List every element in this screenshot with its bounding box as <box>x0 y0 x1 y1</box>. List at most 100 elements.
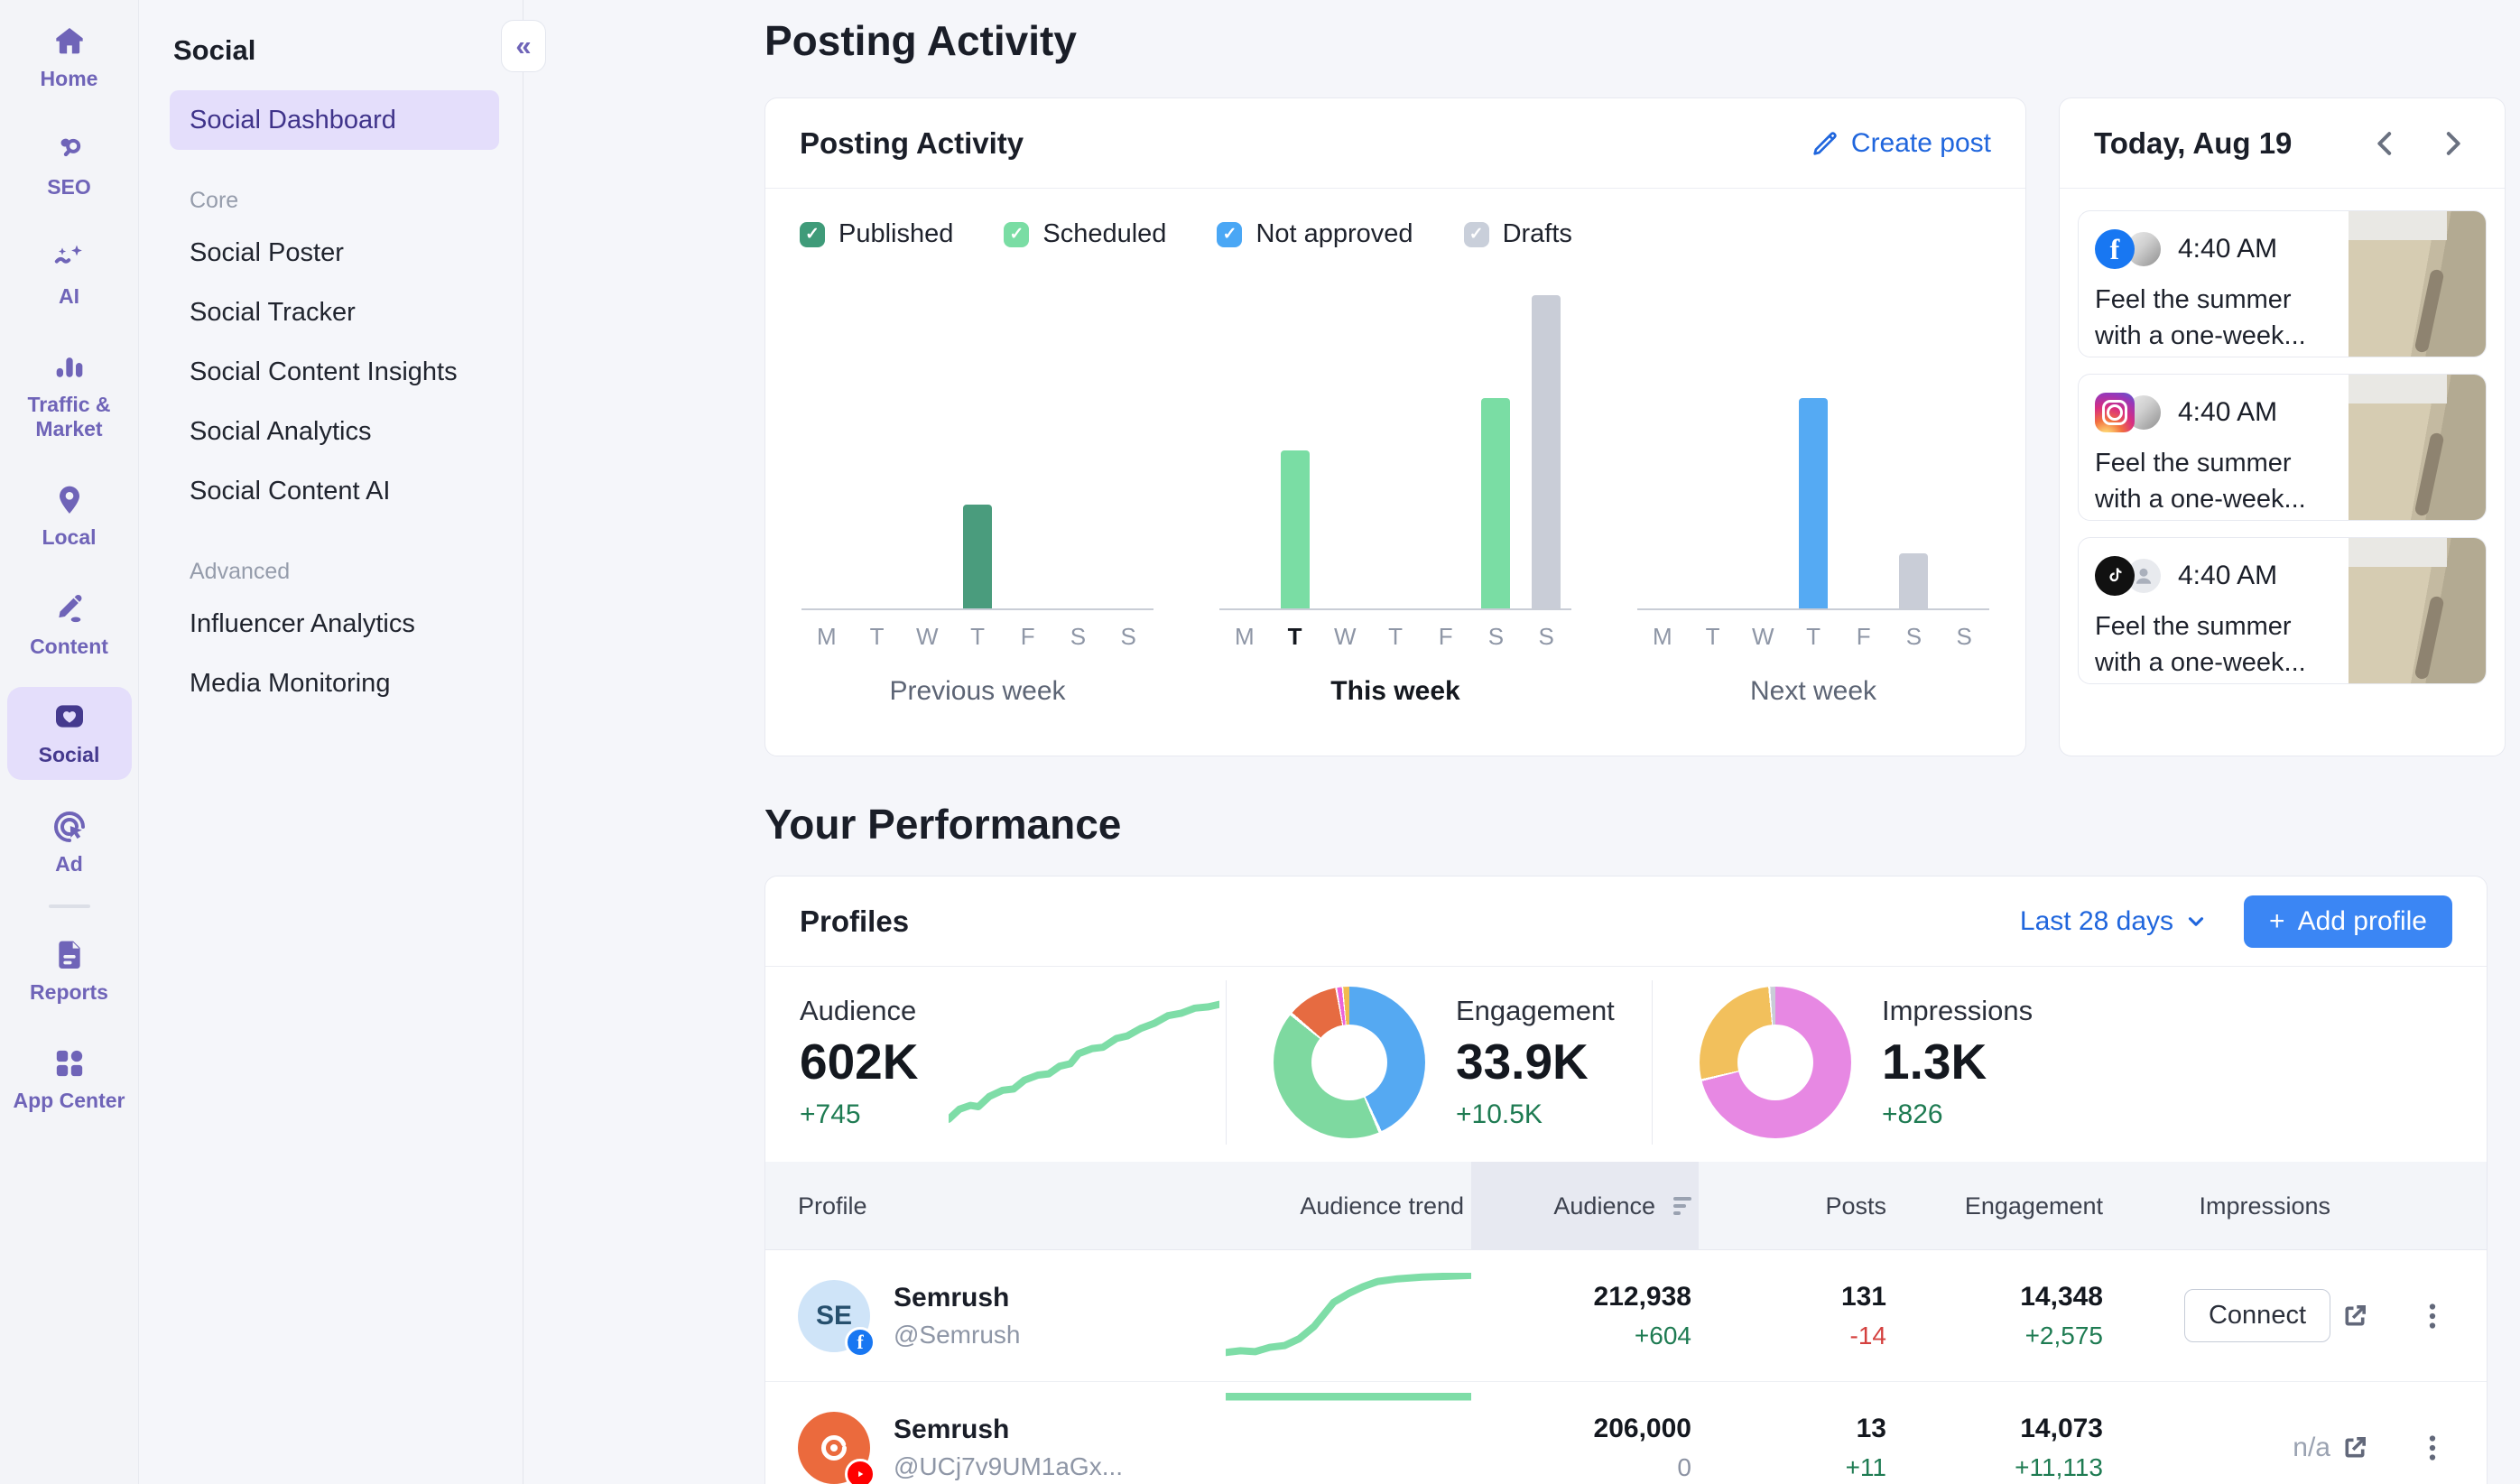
sidebar-section-advanced: Advanced <box>190 559 291 584</box>
sidebar-item-media-monitoring[interactable]: Media Monitoring <box>190 668 391 698</box>
chevron-right-icon <box>2446 131 2460 155</box>
rail-item-label: AI <box>59 283 79 308</box>
tiktok-icon <box>2095 556 2135 596</box>
filter-not-approved[interactable]: ✓ Not approved <box>1217 219 1413 249</box>
audience-trend-cell <box>1200 1273 1471 1359</box>
home-icon <box>55 28 83 54</box>
performance-stats: Audience 602K +745 Engagement 33.9K +10.… <box>765 967 2487 1158</box>
profile-cell[interactable]: SE f Semrush @Semrush <box>798 1279 1200 1358</box>
sidebar-item-social-tracker[interactable]: Social Tracker <box>190 297 356 327</box>
drafts-checkbox[interactable]: ✓ <box>1463 221 1489 247</box>
row-actions <box>2338 1432 2454 1464</box>
post-thumbnail <box>2349 538 2486 683</box>
sidebar-collapse-button[interactable]: « <box>501 20 546 72</box>
rail-item-label: App Center <box>13 1089 125 1113</box>
engagement-label: Engagement <box>1456 995 1615 1026</box>
engagement-delta: +10.5K <box>1456 1099 1543 1129</box>
column-header-engagement[interactable]: Engagement <box>1964 1192 2103 1220</box>
filter-scheduled[interactable]: ✓ Scheduled <box>1004 219 1166 249</box>
column-header-audience-trend[interactable]: Audience trend <box>1300 1192 1464 1220</box>
rail-item-home[interactable]: Home <box>7 23 132 90</box>
impressions-delta: +826 <box>1882 1099 1943 1129</box>
post-card-instagram[interactable]: 4:40 AM Feel the summer with a one-week.… <box>2078 374 2487 521</box>
post-time: 4:40 AM <box>2178 397 2278 427</box>
rail-item-ai[interactable]: AI <box>7 241 132 308</box>
rail-item-social[interactable]: Social <box>6 687 132 780</box>
post-text: Feel the summer with a one-week... <box>2095 285 2306 351</box>
facebook-badge-icon: f <box>845 1326 876 1358</box>
avatar <box>798 1411 876 1484</box>
sidebar-item-social-content-ai[interactable]: Social Content AI <box>190 476 391 505</box>
status-filters: ✓ Published ✓ Scheduled ✓ Not approved ✓… <box>765 189 2025 249</box>
post-card-facebook[interactable]: f 4:40 AM Feel the summer with a one-wee… <box>2078 210 2487 357</box>
bar-drafts[interactable] <box>1899 553 1929 608</box>
scheduled-checkbox[interactable]: ✓ <box>1004 221 1030 247</box>
today-panel: Today, Aug 19 f 4:40 AM <box>2059 97 2506 756</box>
today-posts-list: f 4:40 AM Feel the summer with a one-wee… <box>2060 189 2505 684</box>
bar-scheduled[interactable] <box>1280 450 1310 608</box>
kebab-menu-icon[interactable] <box>2416 1300 2449 1332</box>
sidebar-item-social-poster[interactable]: Social Poster <box>190 237 344 267</box>
local-icon <box>59 486 79 515</box>
audience-delta: +745 <box>800 1099 861 1129</box>
add-profile-button[interactable]: + Add profile <box>2244 895 2452 948</box>
rail-item-content[interactable]: Content <box>7 591 132 658</box>
row-actions <box>2338 1300 2454 1332</box>
post-time: 4:40 AM <box>2178 234 2278 264</box>
sidebar-item-social-analytics[interactable]: Social Analytics <box>190 416 372 446</box>
kebab-menu-icon[interactable] <box>2416 1432 2449 1464</box>
filter-published[interactable]: ✓ Published <box>800 219 953 249</box>
rail-item-ad[interactable]: Ad <box>7 809 132 876</box>
chevron-left-icon <box>2377 131 2392 155</box>
profiles-card: Profiles Last 28 days + Add profile Audi… <box>764 876 2488 1484</box>
column-header-posts[interactable]: Posts <box>1825 1192 1886 1220</box>
external-link-icon[interactable] <box>2339 1300 2371 1332</box>
date-range-select[interactable]: Last 28 days <box>2020 906 2208 937</box>
not-available-value: n/a <box>2293 1432 2330 1462</box>
profile-cell[interactable]: Semrush @UCj7v9UM1aGx... <box>798 1411 1200 1484</box>
filter-drafts[interactable]: ✓ Drafts <box>1463 219 1572 249</box>
page-title: Posting Activity <box>764 17 1077 64</box>
post-card-tiktok[interactable]: 4:40 AM Feel the summer with a one-week.… <box>2078 537 2487 684</box>
bar-scheduled[interactable] <box>1481 398 1511 608</box>
previous-day-button[interactable] <box>2367 125 2404 162</box>
rail-item-app-center[interactable]: App Center <box>7 1045 132 1112</box>
instagram-icon <box>2095 393 2135 432</box>
bar-drafts[interactable] <box>1532 294 1561 608</box>
bar-not-approved[interactable] <box>1799 398 1829 608</box>
social-icon <box>55 705 83 728</box>
filter-label: Not approved <box>1255 219 1413 248</box>
plus-icon: + <box>2269 905 2285 936</box>
next-day-button[interactable] <box>2434 125 2470 162</box>
rail-item-reports[interactable]: Reports <box>7 937 132 1004</box>
social-sidebar: Social Social Dashboard Core Social Post… <box>139 0 546 1484</box>
external-link-icon[interactable] <box>2339 1432 2371 1464</box>
ai-icon <box>54 245 82 264</box>
post-text: Feel the summer with a one-week... <box>2095 449 2306 515</box>
rail-item-traffic-market[interactable]: Traffic & Market <box>7 349 132 441</box>
sidebar-item-social-dashboard[interactable]: Social Dashboard <box>170 90 499 150</box>
sidebar-section-core: Core <box>190 188 239 213</box>
filter-label: Drafts <box>1502 219 1572 248</box>
audience-cell: 206,000 0 <box>1593 1413 1691 1481</box>
column-header-profile[interactable]: Profile <box>798 1192 867 1220</box>
sidebar-item-influencer-analytics[interactable]: Influencer Analytics <box>190 608 415 638</box>
sidebar-item-social-content-insights[interactable]: Social Content Insights <box>190 357 458 386</box>
connect-button[interactable]: Connect <box>2183 1289 2330 1342</box>
column-header-audience[interactable]: Audience <box>1471 1162 1699 1250</box>
today-title: Today, Aug 19 <box>2094 125 2293 160</box>
create-post-button[interactable]: Create post <box>1810 128 1991 159</box>
not-approved-checkbox[interactable]: ✓ <box>1217 221 1243 247</box>
bar-published[interactable] <box>963 505 993 608</box>
published-checkbox[interactable]: ✓ <box>800 221 825 247</box>
column-header-impressions[interactable]: Impressions <box>2199 1192 2330 1220</box>
rail-item-label: Content <box>30 634 108 658</box>
rail-item-seo[interactable]: SEO <box>7 132 132 199</box>
audience-stat: Audience 602K +745 <box>800 995 1226 1130</box>
rail-item-local[interactable]: Local <box>7 482 132 549</box>
